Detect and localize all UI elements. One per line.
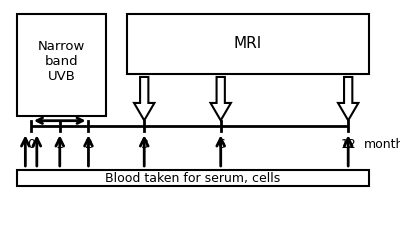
Polygon shape	[210, 77, 231, 120]
Bar	[127, 14, 369, 74]
Text: 2: 2	[84, 138, 92, 151]
Text: months: months	[364, 138, 400, 151]
Polygon shape	[338, 77, 358, 120]
Bar	[17, 14, 106, 116]
Text: Narrow
band
UVB: Narrow band UVB	[38, 40, 85, 83]
Text: 1: 1	[56, 138, 64, 151]
Text: 3: 3	[140, 138, 148, 151]
Text: Blood taken for serum, cells: Blood taken for serum, cells	[105, 172, 280, 185]
Text: 0: 0	[27, 138, 35, 151]
Bar	[17, 171, 369, 186]
Text: 12: 12	[340, 138, 356, 151]
Polygon shape	[134, 77, 154, 120]
Text: MRI: MRI	[234, 36, 262, 51]
Text: 6: 6	[217, 138, 225, 151]
